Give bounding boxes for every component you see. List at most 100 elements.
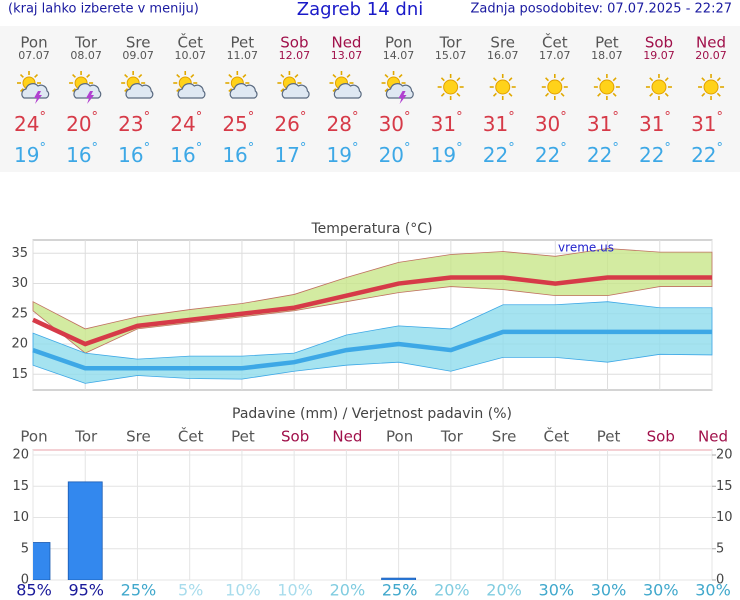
- temp-max: 23°: [118, 110, 150, 136]
- cloud: [281, 83, 310, 99]
- day-name: Tor: [439, 34, 463, 52]
- sun-ray: [384, 88, 389, 93]
- sun: [703, 79, 719, 95]
- sun-ray: [346, 73, 351, 78]
- temp-min: 22°: [483, 141, 515, 167]
- temp-max: 25°: [222, 110, 254, 136]
- temp-max: 31°: [483, 110, 515, 136]
- probability-label: 5%: [178, 581, 203, 600]
- x-tick-label: Tor: [440, 428, 464, 446]
- precip-title: Padavine (mm) / Verjetnost padavin (%): [232, 406, 512, 422]
- day-date: 14.07: [383, 49, 415, 62]
- y-tick-label: 15: [12, 479, 29, 494]
- sun-ray: [716, 92, 721, 97]
- cloud: [177, 83, 206, 99]
- sun-ray: [384, 73, 389, 78]
- temp-value: 20: [379, 143, 404, 167]
- days-panel: [0, 26, 740, 172]
- sun-ray: [19, 88, 24, 93]
- sun-ray: [72, 88, 76, 93]
- day-name: Čet: [542, 33, 568, 52]
- y-tick-label: 20: [12, 448, 29, 463]
- temp-value: 17: [274, 143, 299, 167]
- temp-max: 24°: [14, 110, 46, 136]
- sun-ray: [34, 73, 39, 78]
- degree: °: [456, 141, 463, 156]
- degree: °: [144, 110, 151, 125]
- bar: [67, 481, 103, 580]
- temp-min: 16°: [170, 141, 202, 167]
- sun: [547, 79, 563, 95]
- y-tick-label: 15: [11, 367, 28, 382]
- sun-ray: [138, 73, 143, 78]
- day-date: 13.07: [331, 49, 363, 62]
- sun-ray: [664, 77, 669, 82]
- sun-ray: [701, 92, 706, 97]
- temp-max: 31°: [639, 110, 671, 136]
- day-date: 09.07: [122, 49, 154, 62]
- weather-icon: [121, 71, 154, 99]
- temp-min: 19°: [327, 141, 359, 167]
- probability-label: 95%: [68, 581, 104, 600]
- sun-ray: [456, 92, 461, 97]
- x-tick-label: Tor: [74, 428, 98, 446]
- weather-icon: [277, 71, 310, 99]
- temp-min: 16°: [66, 141, 98, 167]
- temp-value: 22: [483, 143, 508, 167]
- probability-label: 20%: [330, 581, 366, 600]
- temp-min: 22°: [691, 141, 723, 167]
- sun-ray: [228, 88, 233, 93]
- probability-label: 30%: [539, 581, 575, 600]
- probability-label: 20%: [486, 581, 522, 600]
- temp-value: 24: [170, 112, 195, 136]
- temp-value: 19: [431, 143, 456, 167]
- sun-ray: [649, 77, 654, 82]
- temp-min: 22°: [535, 141, 567, 167]
- weather-icon: [489, 74, 516, 100]
- day-date: 16.07: [487, 49, 519, 62]
- degree: °: [92, 141, 99, 156]
- temp-value: 23: [118, 112, 143, 136]
- day-date: 18.07: [591, 49, 623, 62]
- weather-icon: [645, 74, 672, 100]
- x-tick-label: Ned: [332, 428, 362, 446]
- temp-max: 20°: [66, 110, 98, 136]
- day-date: 12.07: [279, 49, 311, 62]
- watermark: vreme.us: [558, 241, 614, 255]
- degree: °: [560, 141, 567, 156]
- y-tick-label: 25: [11, 306, 28, 321]
- x-tick-label: Sre: [492, 428, 517, 446]
- sun-ray: [664, 92, 669, 97]
- x-tick-label: Pet: [597, 428, 621, 446]
- y-tick-label: 5: [21, 541, 29, 556]
- sun-ray: [649, 92, 654, 97]
- temp-max: 31°: [431, 110, 463, 136]
- temp-value: 31: [483, 112, 508, 136]
- degree: °: [196, 110, 203, 125]
- temp-value: 30: [535, 112, 560, 136]
- temp-line: [32, 329, 712, 371]
- temp-max: 28°: [327, 110, 359, 136]
- sun-ray: [492, 77, 497, 82]
- title: Zagreb 14 dni: [297, 0, 423, 20]
- sun-ray: [332, 88, 337, 93]
- day-date: 07.07: [18, 49, 50, 62]
- day-date: 19.07: [643, 49, 675, 62]
- sun-ray: [176, 73, 181, 78]
- x-tick-label: Ned: [698, 428, 728, 446]
- temp-value: 28: [327, 112, 352, 136]
- x-tick-label: Sob: [647, 428, 675, 446]
- probability-label: 25%: [121, 581, 157, 600]
- temp-value: 16: [66, 143, 91, 167]
- sun-ray: [440, 77, 445, 82]
- temp-title: Temperatura (°C): [310, 221, 432, 237]
- x-tick-label: Pon: [386, 428, 413, 446]
- temp-value: 22: [639, 143, 664, 167]
- probability-label: 30%: [695, 581, 731, 600]
- temp-max: 31°: [587, 110, 619, 136]
- degree: °: [196, 141, 203, 156]
- temp-value: 31: [431, 112, 456, 136]
- degree: °: [300, 110, 307, 125]
- cloud: [125, 83, 154, 99]
